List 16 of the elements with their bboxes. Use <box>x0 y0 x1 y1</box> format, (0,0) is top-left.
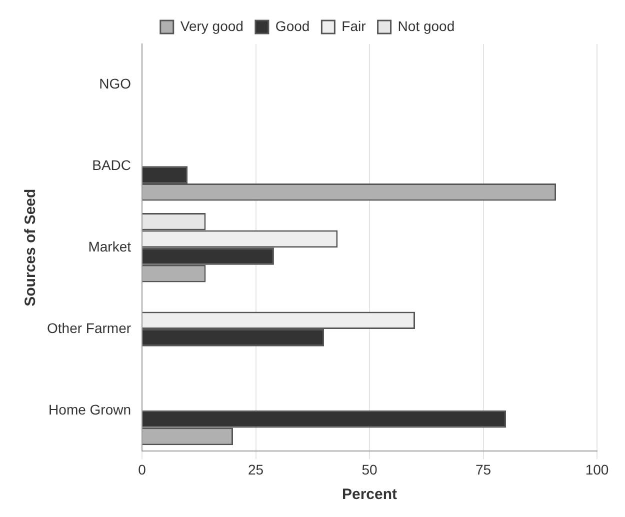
x-tick-label: 50 <box>362 461 378 478</box>
legend-label: Not good <box>398 18 455 34</box>
legend-label: Good <box>275 18 310 34</box>
legend-label: Fair <box>342 18 366 34</box>
x-tick-label: 0 <box>138 461 146 478</box>
y-tick-label: BADC <box>92 157 132 174</box>
y-axis-title: Sources of Seed <box>22 188 40 306</box>
x-tick-label: 100 <box>585 461 609 478</box>
legend-label: Very good <box>180 18 244 34</box>
y-tick-label: Other Farmer <box>47 320 132 336</box>
y-tick-label: Market <box>88 238 132 254</box>
y-tick-label: Home Grown <box>48 401 132 418</box>
x-tick-label: 75 <box>475 461 492 478</box>
y-tick-label: NGO <box>99 76 132 92</box>
x-axis-title: Percent <box>342 486 398 504</box>
x-tick-label: 25 <box>248 461 264 478</box>
